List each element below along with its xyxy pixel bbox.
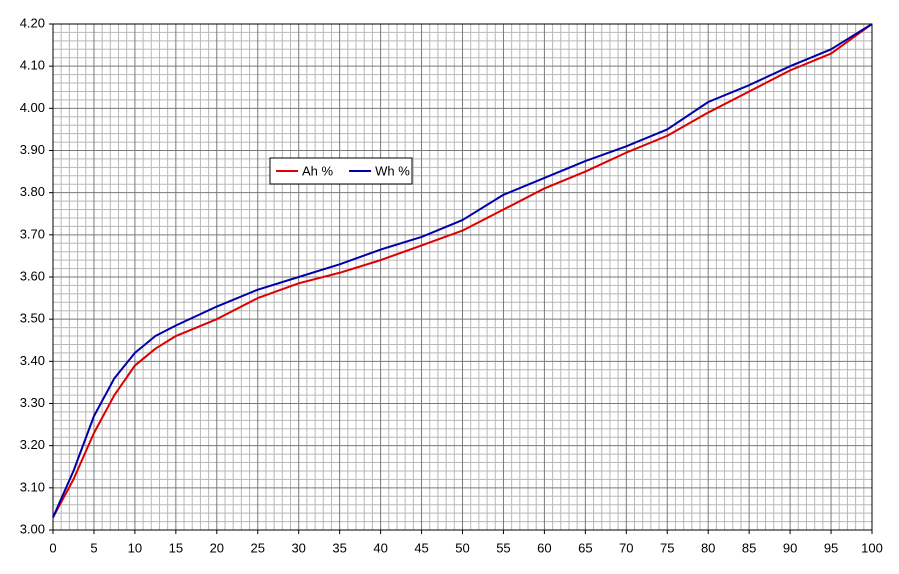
x-tick-label: 15 [169,540,183,555]
x-tick-label: 25 [251,540,265,555]
x-tick-label: 35 [332,540,346,555]
series-line [52,23,873,518]
y-tick-label: 3.40 [20,353,45,368]
x-tick-label: 95 [824,540,838,555]
y-tick-label: 4.10 [20,58,45,73]
x-tick-label: 65 [578,540,592,555]
legend: Ah % Wh % [269,157,413,185]
x-tick-label: 5 [90,540,97,555]
x-tick-label: 40 [373,540,387,555]
x-tick-label: 50 [455,540,469,555]
x-tick-label: 100 [861,540,883,555]
legend-label: Wh % [375,163,410,178]
x-tick-label: 80 [701,540,715,555]
y-tick-label: 3.50 [20,311,45,326]
x-tick-label: 10 [128,540,142,555]
y-tick-label: 3.00 [20,521,45,536]
y-tick-label: 4.00 [20,100,45,115]
x-tick-label: 70 [619,540,633,555]
plot-border [52,23,873,531]
x-tick-label: 20 [210,540,224,555]
legend-label: Ah % [302,163,334,178]
x-tick-label: 55 [496,540,510,555]
y-tick-label: 4.20 [20,15,45,30]
x-tick-label: 75 [660,540,674,555]
x-tick-label: 90 [783,540,797,555]
x-tick-label: 0 [49,540,56,555]
x-tick-label: 85 [742,540,756,555]
y-tick-label: 3.80 [20,184,45,199]
y-tick-label: 3.60 [20,268,45,283]
x-tick-label: 30 [291,540,305,555]
y-tick-label: 3.70 [20,226,45,241]
series-line [52,23,873,518]
y-tick-label: 3.30 [20,395,45,410]
y-tick-label: 3.10 [20,479,45,494]
y-tick-label: 3.20 [20,437,45,452]
y-tick-label: 3.90 [20,142,45,157]
x-tick-label: 45 [414,540,428,555]
x-tick-label: 60 [537,540,551,555]
legend-box [269,157,413,185]
